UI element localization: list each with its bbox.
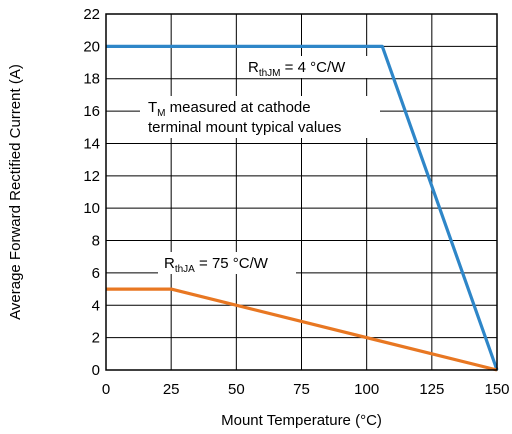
x-tick-label: 150 bbox=[484, 381, 509, 398]
annotation-rthjm-bg bbox=[244, 56, 372, 78]
annotation-tm-note-line2: terminal mount typical values bbox=[148, 119, 341, 136]
x-tick-label: 50 bbox=[228, 381, 245, 398]
y-tick-label: 0 bbox=[92, 362, 100, 379]
series-line-1 bbox=[106, 287, 498, 372]
x-tick-label: 25 bbox=[163, 381, 180, 398]
annotation-tm-note-bg bbox=[140, 96, 380, 138]
y-tick-label: 18 bbox=[83, 71, 100, 88]
plot-frame bbox=[105, 13, 498, 371]
annotation-rthja: RthJA = 75 °C/W bbox=[164, 255, 269, 275]
y-axis-title: Average Forward Rectified Current (A) bbox=[7, 64, 24, 320]
annotation-rthja-bg bbox=[158, 252, 296, 274]
y-tick-labels: 0 2 4 6 8 10 12 14 16 18 20 22 bbox=[83, 6, 100, 379]
y-tick-label: 10 bbox=[83, 200, 100, 217]
x-axis-title: Mount Temperature (°C) bbox=[221, 412, 382, 429]
series-lines bbox=[106, 44, 499, 372]
x-tick-label: 100 bbox=[354, 381, 379, 398]
y-tick-label: 12 bbox=[83, 168, 100, 185]
annotation-tm-note-line1: TM measured at cathode bbox=[148, 99, 311, 119]
y-tick-label: 22 bbox=[83, 6, 100, 23]
series-line-0 bbox=[106, 44, 499, 371]
y-tick-label: 6 bbox=[92, 265, 100, 282]
x-tick-label: 125 bbox=[419, 381, 444, 398]
x-tick-label: 75 bbox=[293, 381, 310, 398]
y-tick-label: 14 bbox=[83, 135, 100, 152]
y-tick-label: 4 bbox=[92, 297, 100, 314]
y-tick-label: 20 bbox=[83, 38, 100, 55]
x-tick-label: 0 bbox=[102, 381, 110, 398]
y-tick-label: 2 bbox=[92, 330, 100, 347]
x-tick-labels: 0 25 50 75 100 125 150 bbox=[102, 381, 510, 398]
y-tick-label: 8 bbox=[92, 233, 100, 250]
annotation-rthjm: RthJM = 4 °C/W bbox=[248, 59, 346, 79]
y-tick-label: 16 bbox=[83, 103, 100, 120]
